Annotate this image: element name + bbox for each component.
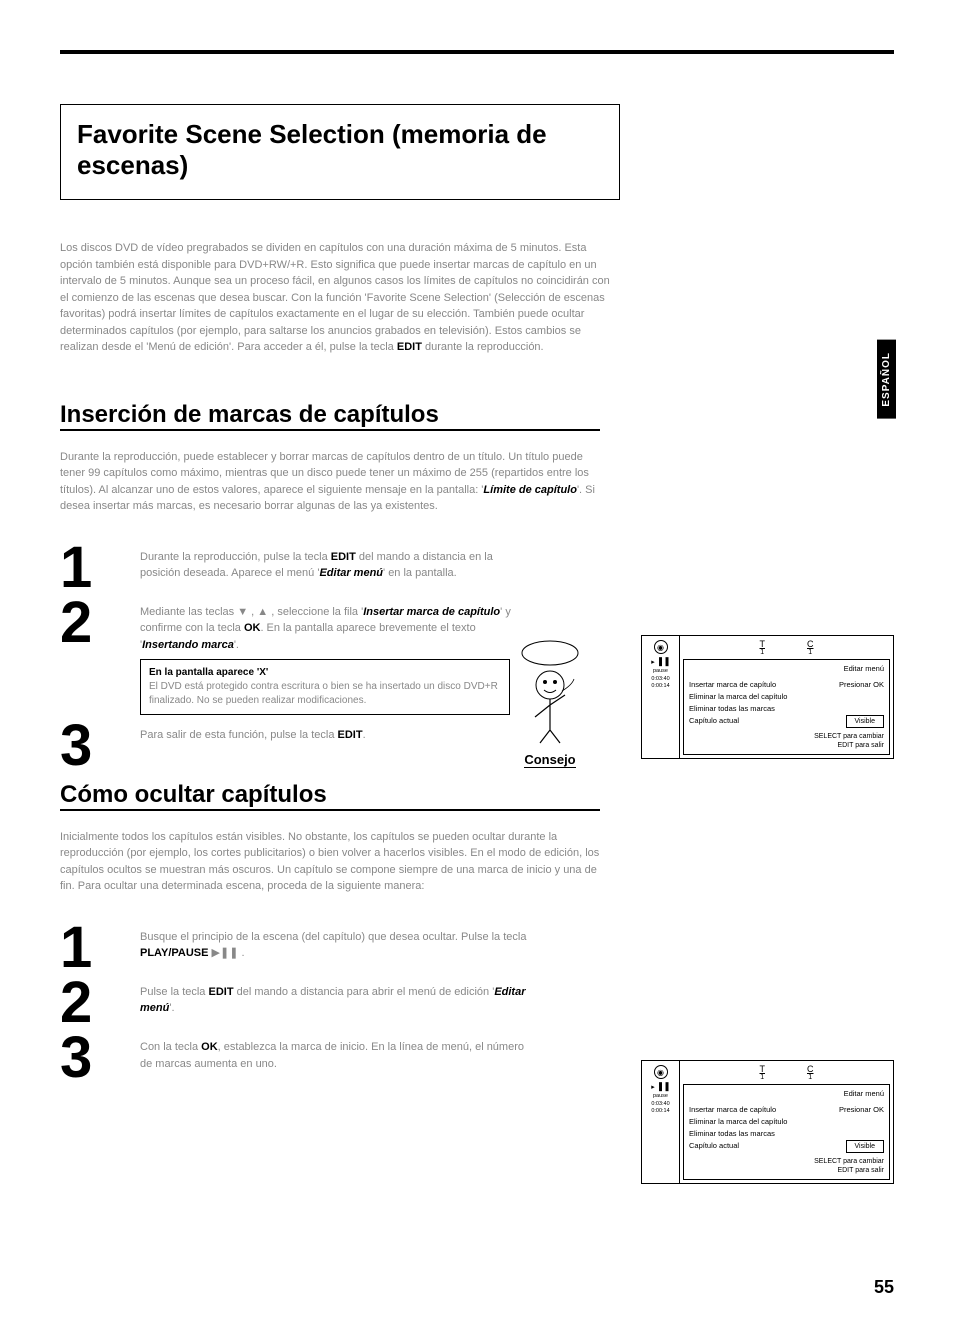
osd-screenshot-top: ◉ ▸❚❚ pause 0:03:40 0:00:14 T1 C1 Editar… <box>641 635 894 759</box>
page-title: Favorite Scene Selection (memoria de esc… <box>77 119 603 181</box>
step-number-2: 2 <box>60 598 140 647</box>
step-number-1: 1 <box>60 543 140 592</box>
step-1-text: Durante la reproducción, pulse la tecla … <box>140 543 530 582</box>
hide-step-2-num: 2 <box>60 978 140 1027</box>
section-hide-desc: Inicialmente todos los capítulos están v… <box>60 829 600 895</box>
hide-step-3-num: 3 <box>60 1033 140 1082</box>
disc-icon: ◉ <box>654 640 668 654</box>
disc-icon-2: ◉ <box>654 1065 668 1079</box>
intro-paragraph: Los discos DVD de vídeo pregrabados se d… <box>60 240 620 356</box>
top-rule <box>60 50 894 54</box>
page-number: 55 <box>874 1277 894 1298</box>
section-hide-heading: Cómo ocultar capítulos <box>60 781 600 811</box>
step-number-3: 3 <box>60 721 140 770</box>
language-tab: ESPAÑOL <box>877 340 896 419</box>
section-hide: Cómo ocultar capítulos Inicialmente todo… <box>60 781 894 1083</box>
pause-icon: ❚❚ <box>657 656 670 667</box>
section-insert-desc: Durante la reproducción, puede establece… <box>60 449 600 515</box>
section-insert-heading: Inserción de marcas de capítulos <box>60 401 600 431</box>
step-2-text: Mediante las teclas ▼ , ▲ , seleccione l… <box>140 598 530 716</box>
hide-step-1-text: Busque el principio de la escena (del ca… <box>140 923 530 962</box>
pause-icon-2: ❚❚ <box>657 1081 670 1092</box>
hide-step-3-text: Con la tecla OK, establezca la marca de … <box>140 1033 530 1072</box>
osd-left-panel-2: ◉ ▸❚❚ pause 0:03:40 0:00:14 <box>641 1060 679 1184</box>
osd-screenshot-bottom: ◉ ▸❚❚ pause 0:03:40 0:00:14 T1 C1 Editar… <box>641 1060 894 1184</box>
step-3-text: Para salir de esta función, pulse la tec… <box>140 721 530 744</box>
title-box: Favorite Scene Selection (memoria de esc… <box>60 104 620 200</box>
osd-main-panel-2: T1 C1 Editar menú Insertar marca de capí… <box>679 1060 894 1184</box>
osd-main-panel: T1 C1 Editar menú Insertar marca de capí… <box>679 635 894 759</box>
consejo-label: Consejo <box>524 752 575 768</box>
tip-box: En la pantalla aparece 'X' El DVD está p… <box>140 659 510 715</box>
hide-step-1-num: 1 <box>60 923 140 972</box>
hide-step-2-text: Pulse la tecla EDIT del mando a distanci… <box>140 978 530 1017</box>
osd-left-panel: ◉ ▸❚❚ pause 0:03:40 0:00:14 <box>641 635 679 759</box>
cartoon-icon <box>510 635 590 745</box>
consejo-block: Consejo <box>500 635 600 769</box>
